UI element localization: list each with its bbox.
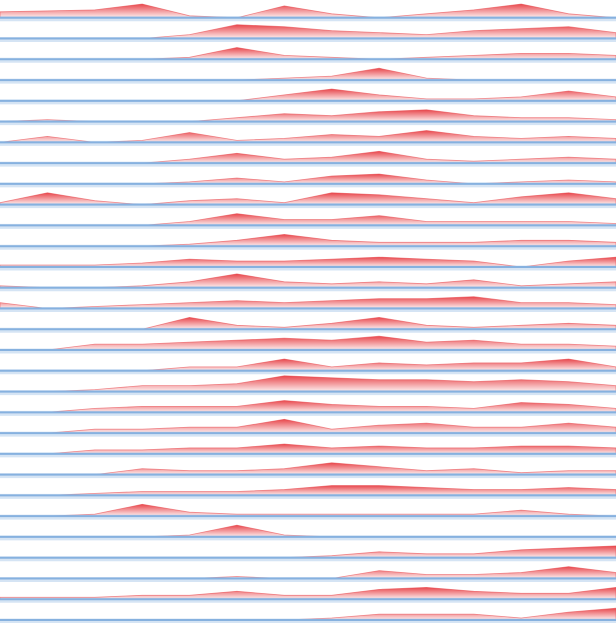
ridge-area	[0, 47, 616, 60]
baselines	[0, 16, 616, 623]
ridge-area	[0, 358, 616, 372]
ridge-area	[0, 109, 616, 122]
ridge-area	[0, 150, 616, 164]
ridge-area	[0, 400, 616, 413]
ridge-area	[0, 3, 616, 19]
ridge-area	[0, 213, 616, 226]
ridge-area	[0, 192, 616, 206]
ridge-area	[0, 256, 616, 268]
ridge-area	[0, 503, 616, 517]
ridge-area	[0, 130, 616, 143]
ridge-area	[0, 545, 616, 559]
ridge-area	[0, 296, 616, 309]
ridge-area	[0, 443, 616, 455]
ridge-area	[0, 586, 616, 600]
ridge-area	[0, 566, 616, 579]
ridge-area	[0, 335, 616, 351]
ridge-area	[0, 524, 616, 538]
ridge-area	[0, 233, 616, 247]
ridge-area	[0, 485, 616, 496]
ridge-area	[0, 67, 616, 81]
ridge-area	[0, 316, 616, 330]
ridge-area	[0, 418, 616, 434]
ridge-area	[0, 24, 616, 39]
ridge-area	[0, 273, 616, 289]
ridge-area	[0, 375, 616, 392]
ridge-area	[0, 607, 616, 621]
ridge-area	[0, 462, 616, 476]
ridge-area	[0, 88, 616, 102]
